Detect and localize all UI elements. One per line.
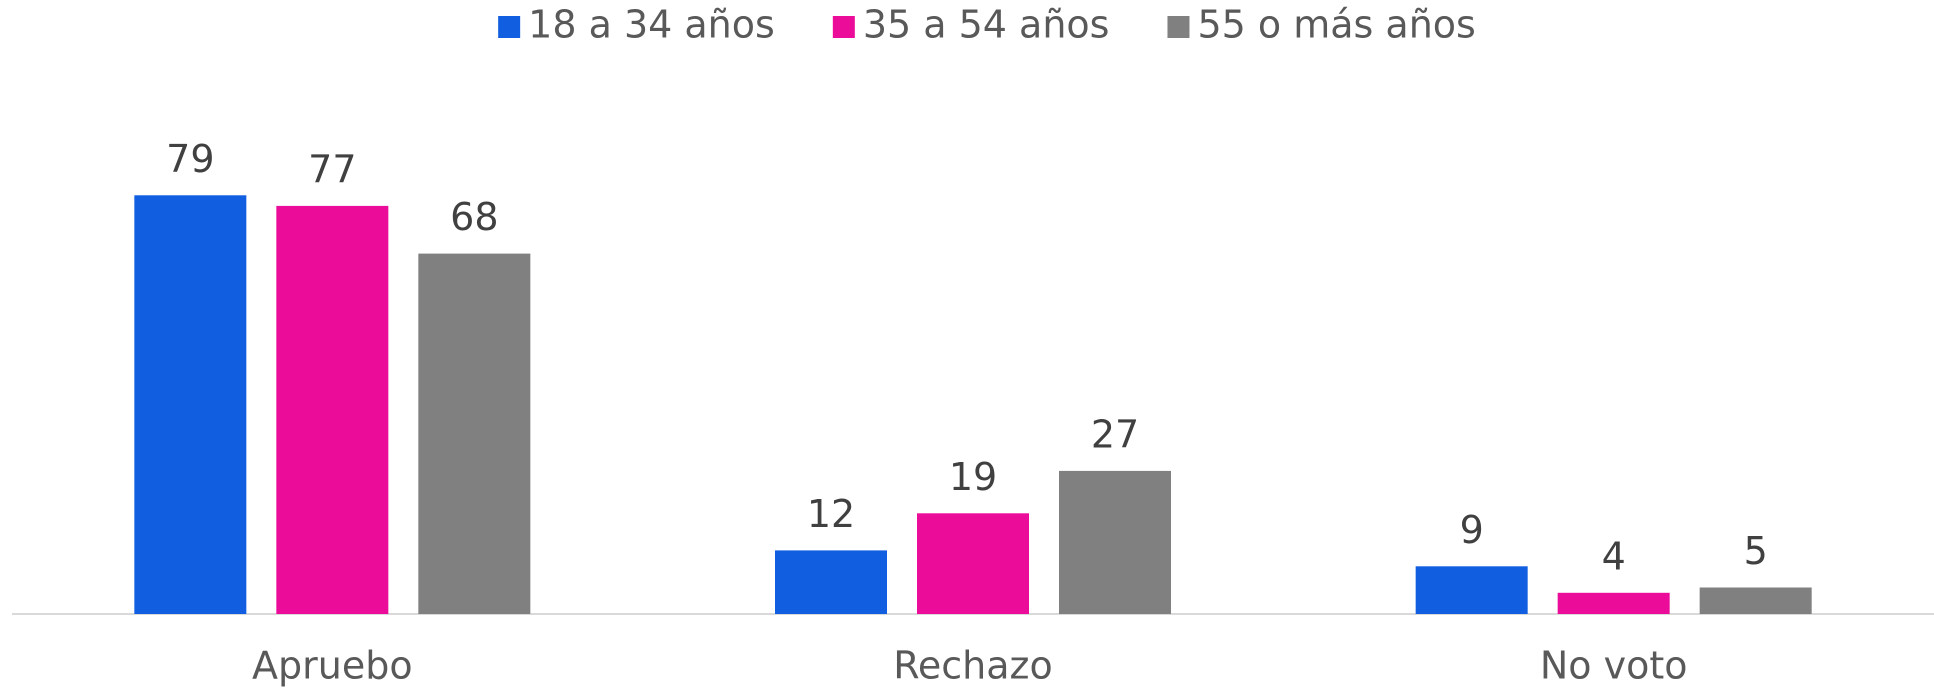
data-label: 5 — [1744, 529, 1768, 573]
legend-label: 55 o más años — [1197, 3, 1475, 47]
data-label: 19 — [949, 455, 997, 499]
bar — [276, 205, 389, 614]
data-label: 27 — [1091, 412, 1139, 456]
data-label: 12 — [807, 492, 855, 536]
bar — [1557, 592, 1670, 614]
bar — [1415, 566, 1528, 614]
bar — [775, 550, 887, 614]
legend-swatch — [832, 16, 855, 38]
data-label: 4 — [1602, 534, 1626, 578]
bar — [134, 195, 247, 615]
legend-swatch — [1167, 16, 1190, 38]
legend-label: 35 a 54 años — [863, 3, 1110, 47]
legend-label: 18 a 34 años — [528, 3, 775, 47]
data-label: 79 — [166, 137, 214, 181]
x-tick-label: Apruebo — [252, 644, 413, 688]
data-label: 77 — [308, 147, 356, 191]
bar — [917, 513, 1029, 614]
data-label: 9 — [1460, 508, 1484, 552]
bar — [418, 253, 531, 614]
legend-swatch — [498, 16, 521, 38]
data-label: 68 — [450, 195, 498, 239]
x-tick-label: Rechazo — [893, 644, 1053, 688]
bar — [1059, 470, 1171, 614]
bar — [1699, 587, 1812, 614]
x-tick-label: No voto — [1540, 644, 1688, 688]
